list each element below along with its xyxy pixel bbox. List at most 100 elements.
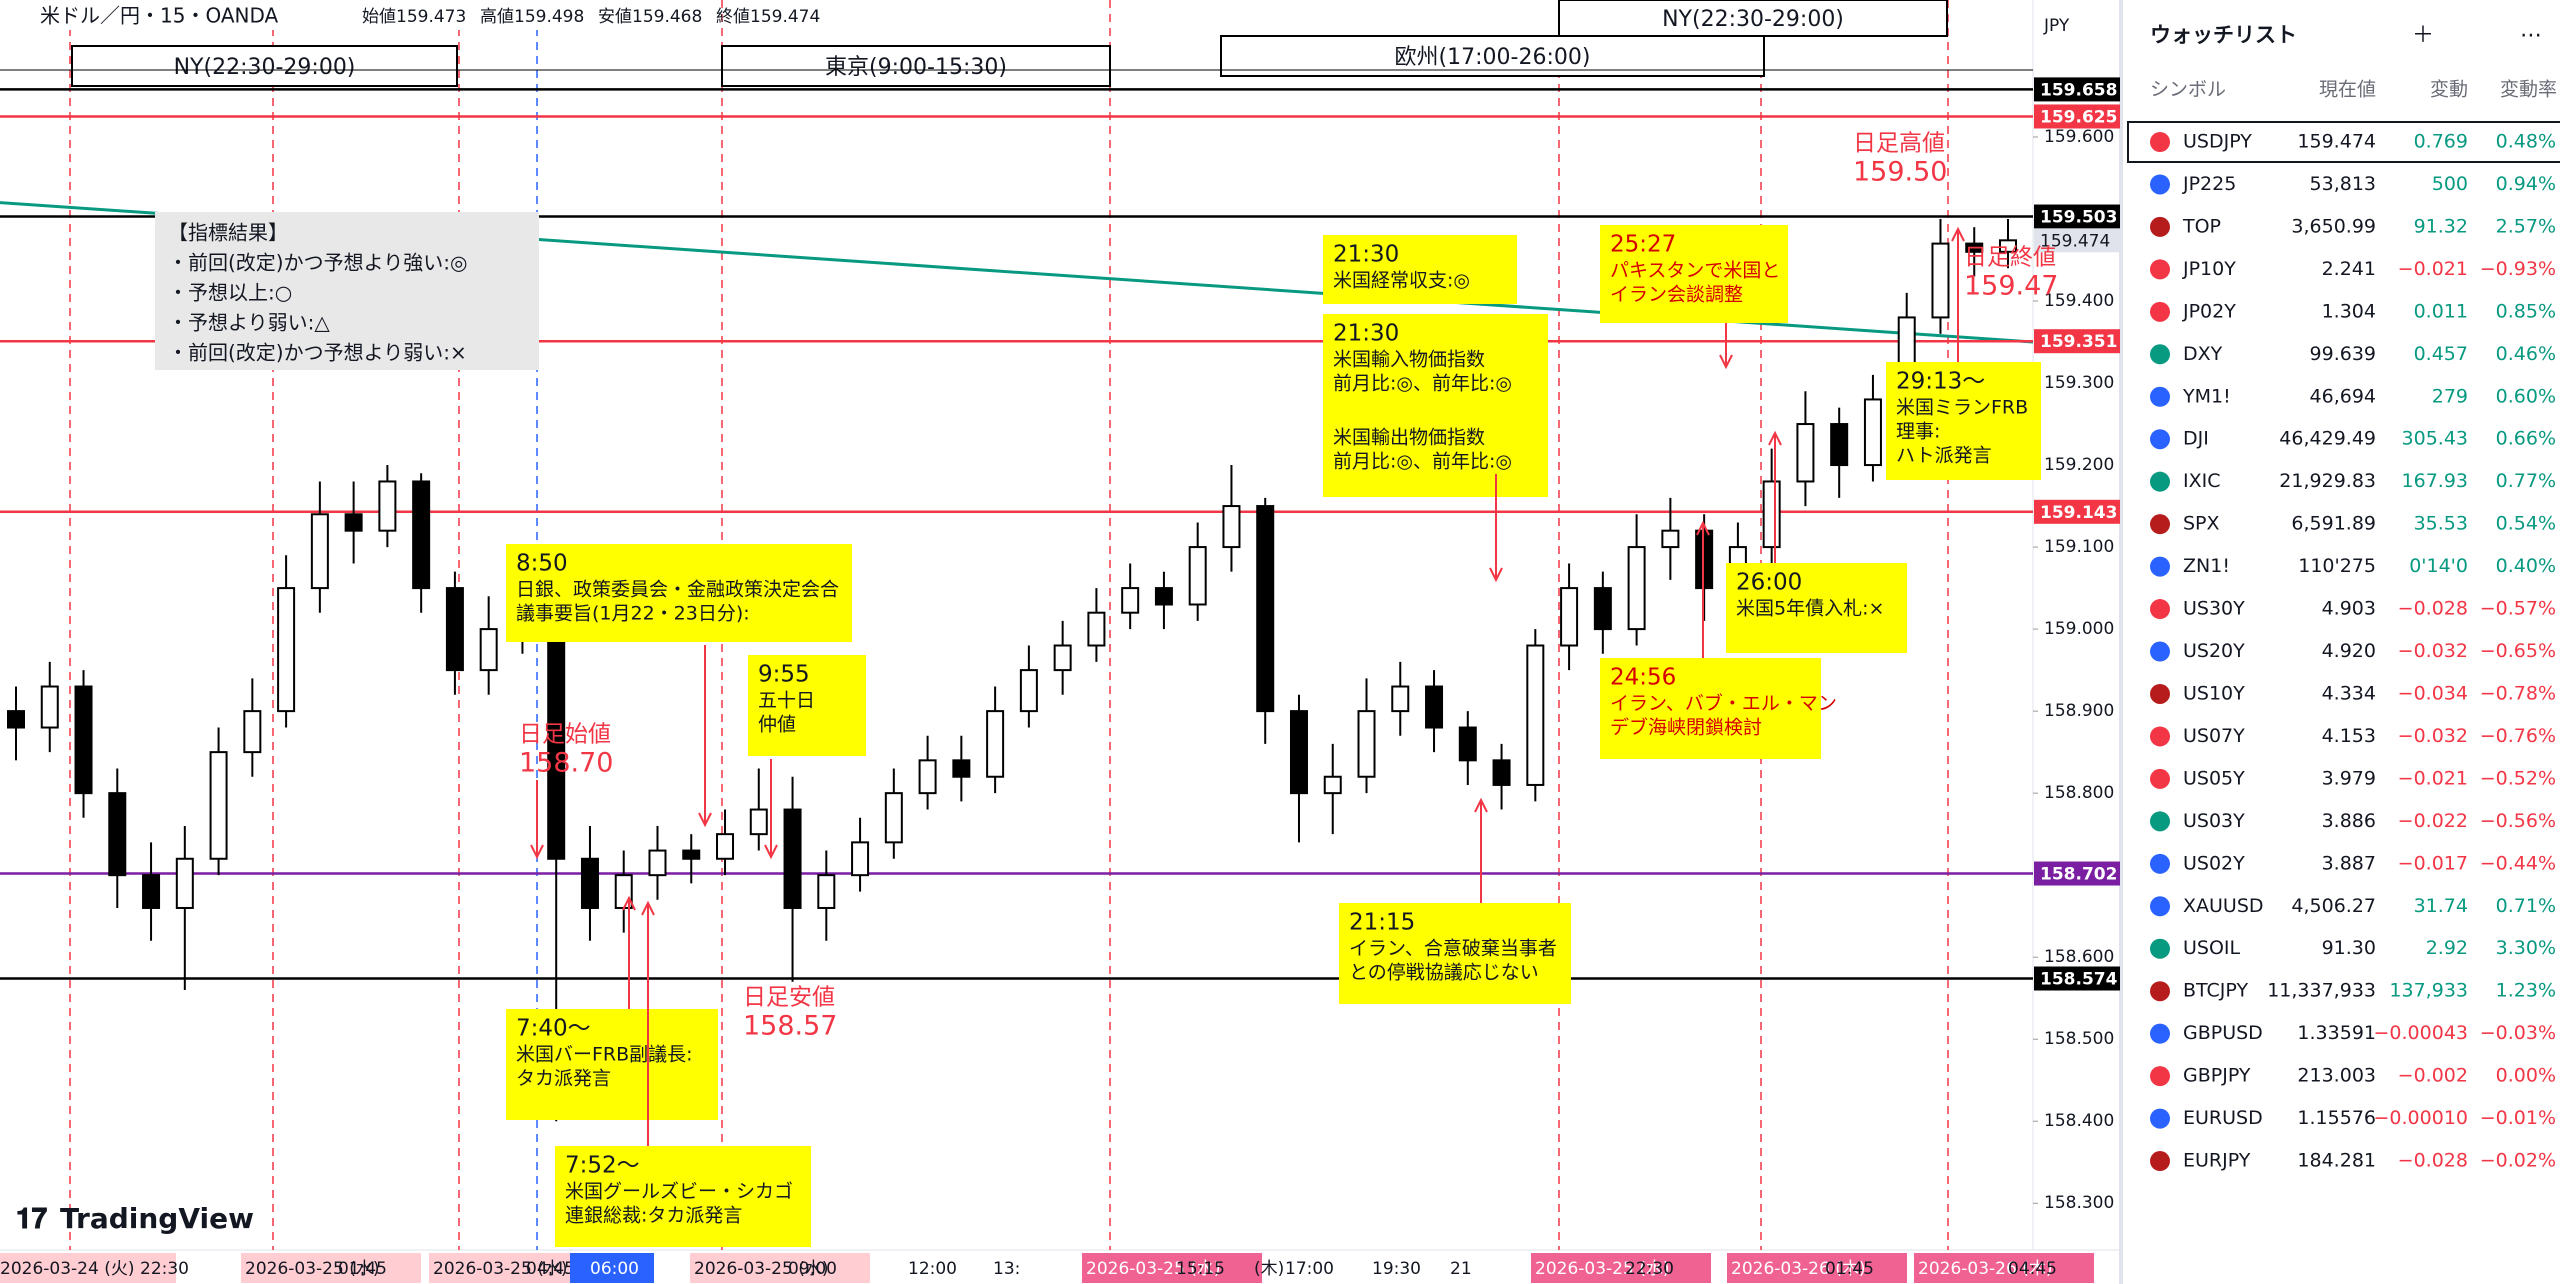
candle-body — [1695, 529, 1714, 590]
price: 184.281 — [2297, 1150, 2376, 1172]
symbol: IXIC — [2183, 470, 2221, 492]
time-label: 2026-03-25 (水) — [1535, 1259, 1669, 1279]
legend-box — [155, 212, 539, 370]
symbol: TOP — [2182, 215, 2221, 237]
symbol: JP02Y — [2182, 300, 2236, 322]
change-pct: 0.71% — [2496, 895, 2556, 917]
symbol-icon — [2150, 896, 2170, 917]
annotation-text: 7:52～ — [565, 1153, 640, 1179]
y-tick-label: 158.400 — [2044, 1111, 2114, 1131]
change: −0.021 — [2398, 258, 2468, 280]
row-highlight — [2127, 121, 2560, 163]
annotation-box — [1886, 362, 2041, 480]
annotation-text: 米国グールズビー・シカゴ — [565, 1181, 793, 1203]
time-label: 22:30 — [140, 1259, 189, 1279]
annotation-text: 仲値 — [758, 714, 796, 736]
arrow-head — [1768, 430, 1782, 446]
price-label-title: 日足始値 — [519, 722, 611, 748]
symbol: US02Y — [2183, 852, 2245, 874]
y-tick-label: 159.600 — [2044, 127, 2114, 147]
time-label: 09:00 — [788, 1259, 837, 1279]
price-label-title: 日足終値 — [1964, 245, 2056, 271]
currency: JPY — [2043, 16, 2070, 36]
arrow-head — [1951, 226, 1965, 242]
price: 53,813 — [2310, 173, 2376, 195]
symbol: US10Y — [2183, 682, 2245, 704]
time-label: 21 — [1450, 1259, 1472, 1279]
annotation-text: 前月比:◎、前年比:◎ — [1333, 373, 1512, 395]
session-label: 欧州(17:00-26:00) — [1395, 45, 1591, 70]
y-tick-label: 158.600 — [2044, 947, 2114, 967]
symbol: US05Y — [2183, 767, 2245, 789]
arrow-head — [764, 844, 778, 860]
symbol: SPX — [2183, 513, 2220, 535]
arrow-head — [1474, 797, 1488, 813]
price: 3,650.99 — [2291, 215, 2376, 237]
candle-body — [952, 759, 971, 778]
price: 213.003 — [2297, 1065, 2376, 1087]
arrow-head — [1696, 520, 1710, 536]
symbol-icon — [2150, 132, 2170, 152]
candle-body — [1188, 546, 1207, 606]
time-label: 2026-03-24 (火) — [0, 1259, 134, 1279]
annotation-box — [1600, 658, 1821, 759]
candle-body — [783, 808, 802, 909]
candle-body — [445, 587, 464, 672]
time-label: 01:45 — [338, 1259, 387, 1279]
price: 91.30 — [2322, 937, 2376, 959]
time-label: 2026-03-25 (水) — [433, 1259, 567, 1279]
symbol-icon — [2150, 216, 2170, 237]
candle-body — [1121, 587, 1140, 614]
level-label-bg — [2034, 77, 2120, 102]
level-label: 159.658 — [2040, 80, 2117, 100]
change-pct: 0.40% — [2496, 555, 2556, 577]
price: 4.153 — [2322, 725, 2376, 747]
ohlc-value: 始値159.473 — [362, 7, 466, 27]
time-label: 19:30 — [1372, 1259, 1421, 1279]
arrow-head — [1719, 354, 1733, 370]
change: 137,933 — [2389, 980, 2468, 1002]
annotation-text: 米国バーFRB副議長: — [516, 1044, 693, 1066]
more-button[interactable]: ⋯ — [2520, 23, 2542, 48]
level-label-bg — [2034, 966, 2120, 991]
symbol-icon — [2150, 1023, 2170, 1044]
time-label: 22:30 — [1625, 1259, 1674, 1279]
annotation-text: 25:27 — [1610, 232, 1676, 258]
time-label: 01:45 — [1825, 1259, 1874, 1279]
symbol-icon — [2150, 259, 2170, 280]
annotation-text: 米国輸出物価指数 — [1333, 427, 1485, 449]
time-label: 2026-03-26 (木) — [1731, 1259, 1865, 1279]
annotation-text: 理事: — [1896, 421, 1940, 443]
plus-button[interactable]: ＋ — [2412, 23, 2434, 48]
change: −0.00010 — [2374, 1107, 2469, 1129]
annotation-text: 8:50 — [516, 551, 568, 577]
symbol-icon — [2150, 1108, 2170, 1129]
candle-body — [1391, 685, 1410, 713]
price: 4,506.27 — [2291, 895, 2376, 917]
change-pct: −0.57% — [2480, 598, 2556, 620]
candle-body — [1458, 726, 1477, 762]
y-tick-label: 158.800 — [2044, 783, 2114, 803]
price-label-value: 158.57 — [743, 1011, 837, 1042]
annotation-text: 21:30 — [1333, 242, 1399, 268]
level-label-bg — [2034, 329, 2120, 354]
price: 3.886 — [2322, 810, 2376, 832]
annotation-text: 21:30 — [1333, 321, 1399, 347]
annotation-text: 米国ミランFRB — [1896, 397, 2028, 419]
price: 1.33591 — [2297, 1022, 2376, 1044]
annotation-text: パキスタンで米国と — [1610, 260, 1780, 282]
change-pct: 0.00% — [2496, 1065, 2556, 1087]
candle-body — [1661, 529, 1680, 549]
annotation-text: 24:56 — [1610, 665, 1676, 691]
candle-body — [1931, 242, 1950, 319]
symbol: EURUSD — [2183, 1107, 2263, 1129]
annotation-text: イラン、バブ・エル・マン — [1610, 692, 1837, 715]
session-box — [71, 45, 458, 87]
session-box — [1220, 35, 1765, 77]
logo: TradingView — [60, 1202, 254, 1235]
time-label: 17:00 — [1285, 1259, 1334, 1279]
change-pct: 0.60% — [2496, 385, 2556, 407]
level-label: 159.351 — [2040, 332, 2117, 352]
candle-body — [1526, 644, 1545, 786]
